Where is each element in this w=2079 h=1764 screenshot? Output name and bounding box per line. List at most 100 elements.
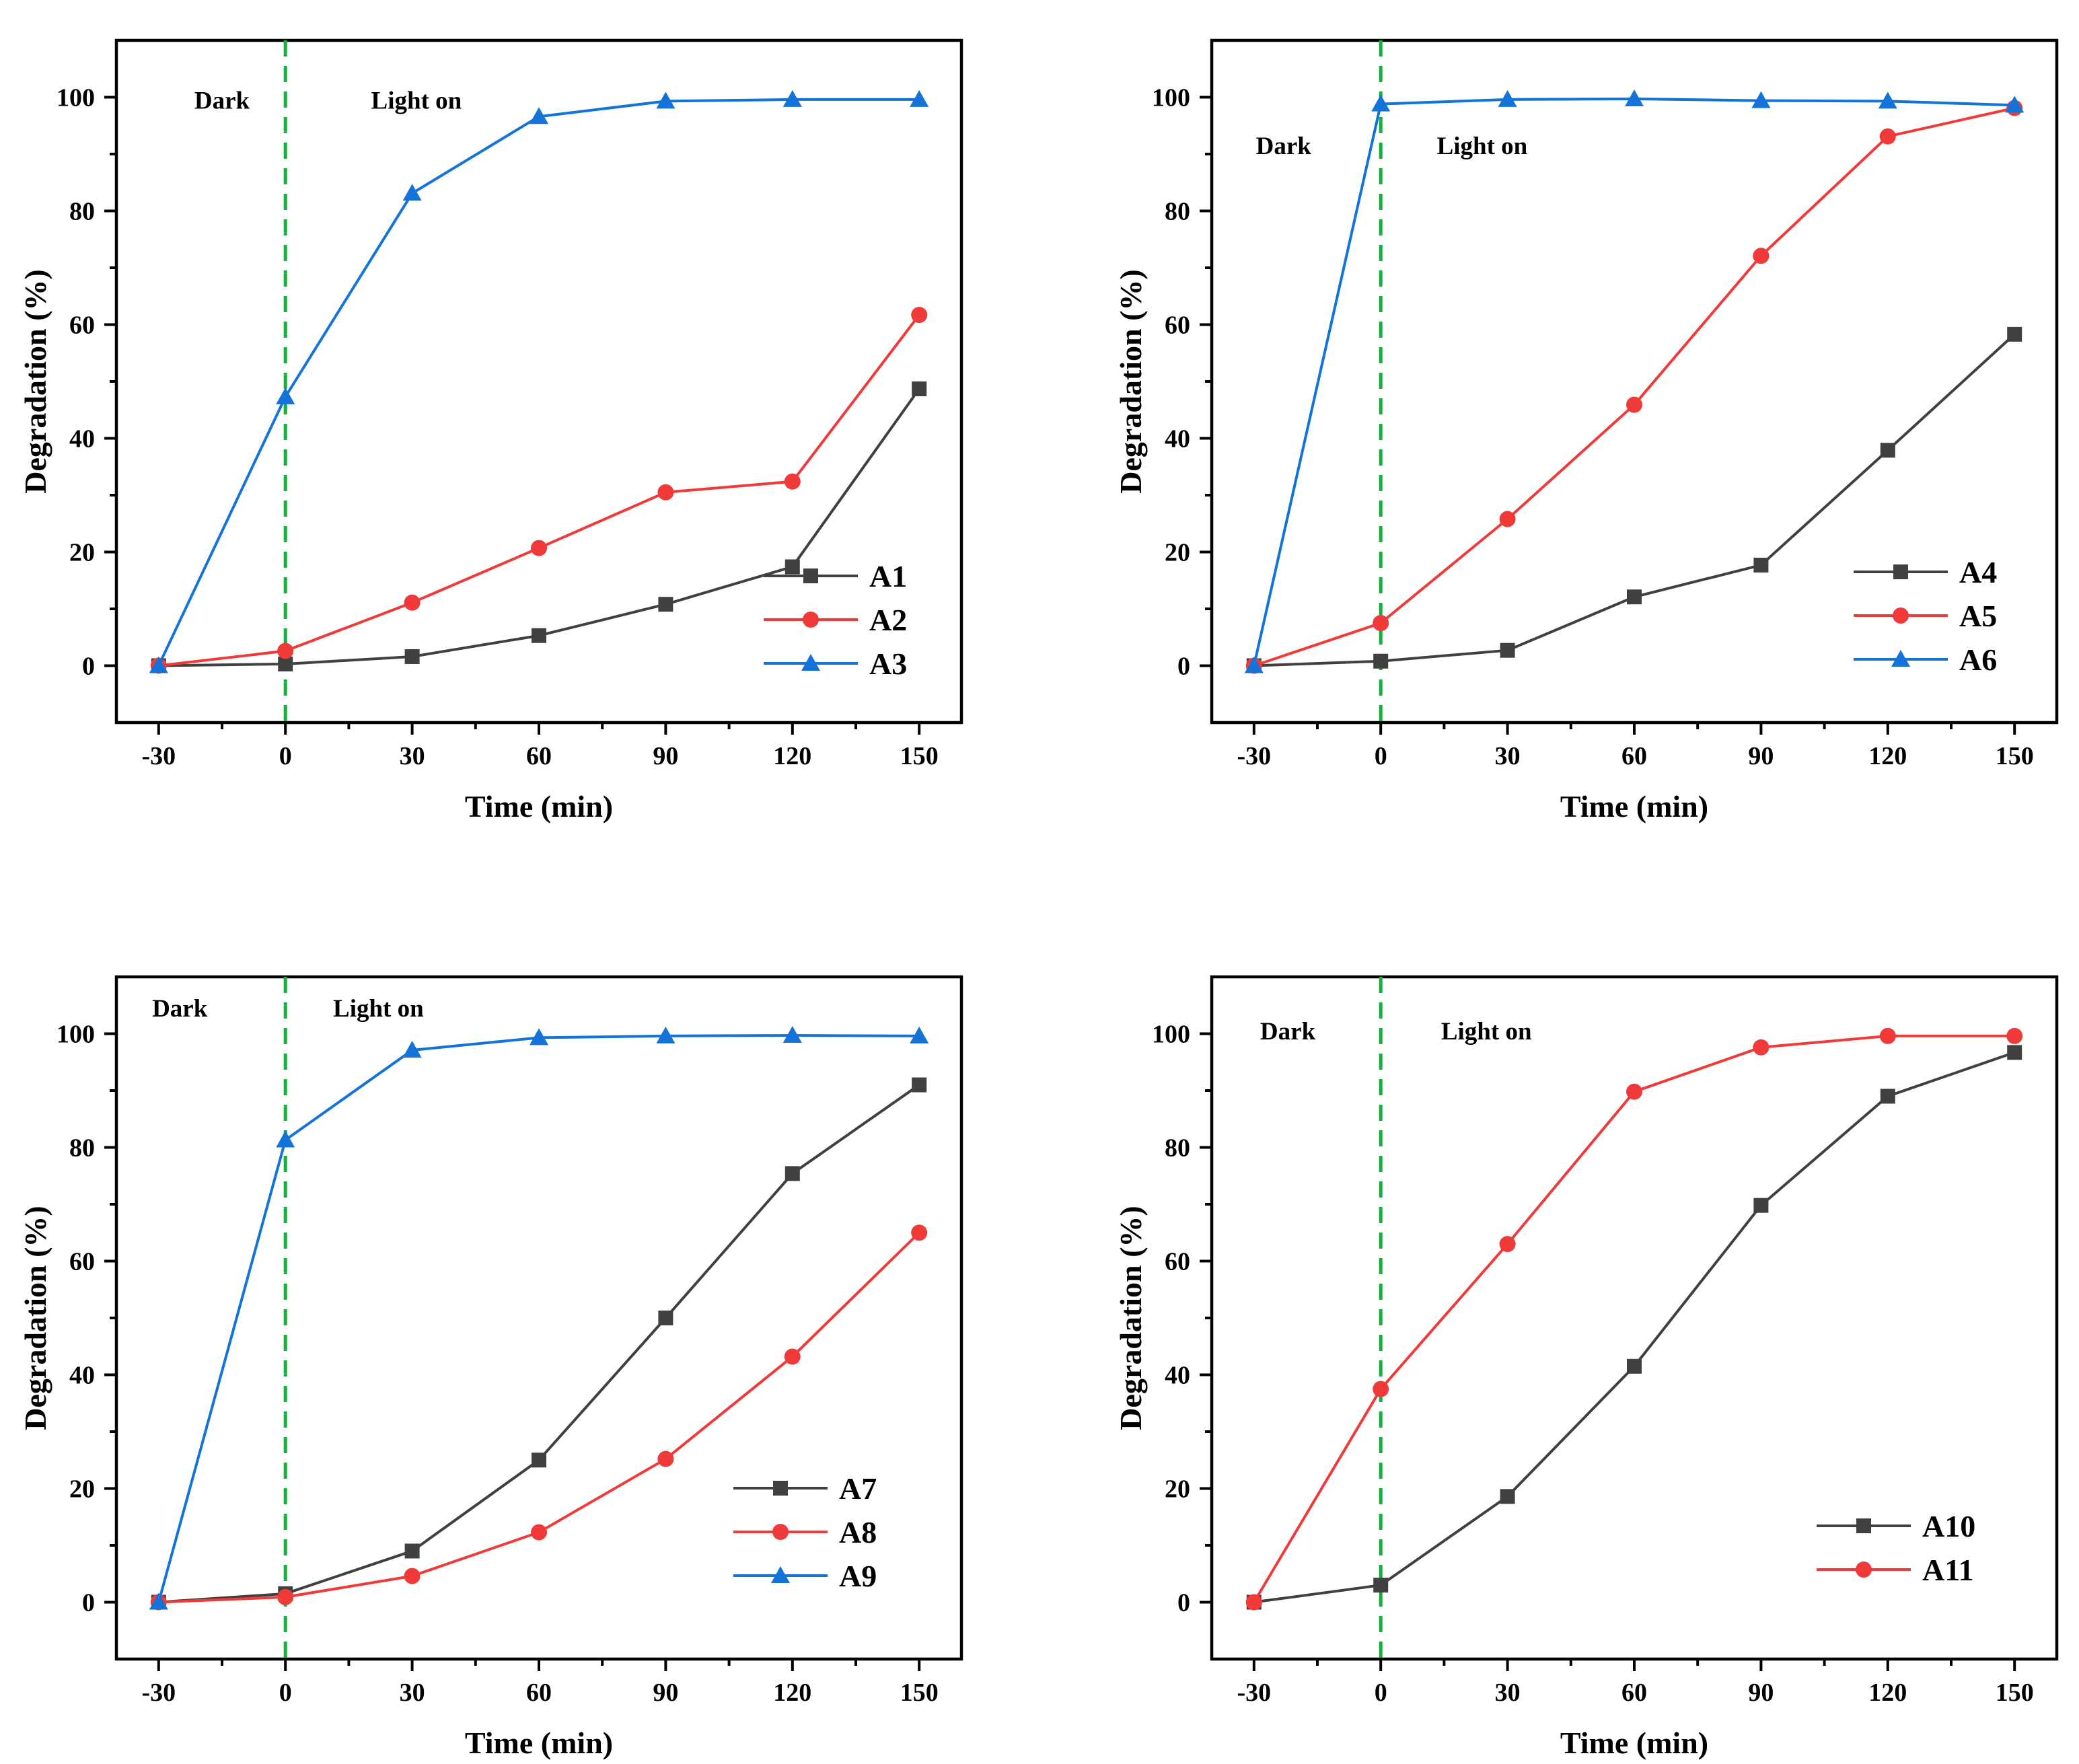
legend-marker-A8 bbox=[772, 1524, 789, 1540]
y-tick-label: 80 bbox=[1165, 198, 1190, 226]
data-point-A6 bbox=[1498, 89, 1517, 107]
data-point-A3 bbox=[656, 91, 676, 109]
y-axis-label: Degradation (%) bbox=[18, 269, 52, 493]
y-tick-label: 100 bbox=[1152, 84, 1190, 112]
data-point-A8 bbox=[784, 1348, 801, 1365]
x-tick-label: 150 bbox=[900, 1679, 939, 1707]
data-point-A6 bbox=[1244, 656, 1264, 673]
y-tick-label: 40 bbox=[69, 1362, 95, 1390]
data-point-A2 bbox=[404, 594, 421, 611]
data-point-A11 bbox=[2006, 1027, 2023, 1044]
y-tick-label: 100 bbox=[57, 1021, 95, 1049]
legend-label-A6: A6 bbox=[1959, 642, 1997, 677]
plot-frame bbox=[114, 975, 963, 1661]
data-point-A9 bbox=[276, 1130, 295, 1148]
y-axis-label: Degradation (%) bbox=[1114, 269, 1148, 493]
plot-frame bbox=[1210, 38, 2059, 725]
x-tick-label: 90 bbox=[653, 742, 678, 770]
dark-annotation: Dark bbox=[152, 995, 208, 1023]
data-point-A1 bbox=[658, 597, 673, 612]
data-point-A10 bbox=[1753, 1198, 1769, 1213]
x-tick-label: 90 bbox=[1748, 742, 1774, 770]
y-tick-label: 0 bbox=[82, 1589, 95, 1617]
data-point-A3 bbox=[910, 89, 929, 107]
data-point-A11 bbox=[1245, 1594, 1262, 1611]
data-point-A1 bbox=[532, 628, 546, 643]
series-line-A8 bbox=[158, 1231, 920, 1604]
x-tick-label: 0 bbox=[279, 742, 292, 770]
y-tick-label: 40 bbox=[1165, 425, 1190, 453]
data-point-A8 bbox=[657, 1450, 674, 1467]
dark-annotation: Dark bbox=[1260, 1018, 1316, 1045]
data-point-A1 bbox=[785, 559, 800, 575]
series-line-A2 bbox=[158, 314, 920, 667]
y-tick-label: 60 bbox=[1165, 1248, 1190, 1276]
series-line-A10 bbox=[1253, 1051, 2015, 1604]
data-point-A7 bbox=[785, 1166, 800, 1181]
y-axis-label: Degradation (%) bbox=[1114, 1206, 1148, 1430]
x-tick-label: 150 bbox=[900, 742, 939, 770]
data-point-A11 bbox=[1373, 1381, 1389, 1397]
x-tick-label: 0 bbox=[1375, 1679, 1387, 1707]
legend-marker-A11 bbox=[1856, 1561, 1872, 1578]
x-tick-label: 30 bbox=[1495, 1679, 1521, 1707]
data-point-A5 bbox=[1879, 128, 1896, 145]
data-point-A3 bbox=[149, 656, 168, 673]
series-A10 bbox=[1246, 1045, 2022, 1610]
data-point-A9 bbox=[530, 1028, 548, 1045]
series-line-A11 bbox=[1253, 1034, 2015, 1603]
data-point-A4 bbox=[2007, 326, 2022, 342]
data-point-A2 bbox=[784, 473, 801, 490]
data-point-A3 bbox=[276, 387, 295, 404]
y-tick-label: 20 bbox=[1165, 1475, 1190, 1504]
y-tick-label: 20 bbox=[69, 539, 95, 567]
data-point-A7 bbox=[532, 1453, 546, 1468]
x-tick-label: 120 bbox=[1868, 742, 1907, 770]
data-point-A3 bbox=[782, 89, 802, 107]
data-point-A7 bbox=[404, 1543, 420, 1559]
dark-annotation: Dark bbox=[1256, 133, 1312, 160]
x-tick-label: -30 bbox=[1237, 742, 1271, 770]
y-tick-label: 80 bbox=[1165, 1134, 1190, 1163]
legend-marker-A6 bbox=[1891, 650, 1910, 667]
series-A11 bbox=[1245, 1027, 2023, 1611]
data-point-A3 bbox=[402, 184, 422, 201]
legend-label-A10: A10 bbox=[1922, 1509, 1975, 1543]
series-line-A5 bbox=[1253, 106, 2015, 667]
series-A4 bbox=[1246, 326, 2022, 673]
data-point-A8 bbox=[277, 1588, 294, 1605]
chart-panel-1: -30 0 30 60 90 120 150 0 20 40 60 80 100 Time (min) De… bbox=[18, 38, 963, 823]
light-on-annotation: Light on bbox=[1437, 133, 1528, 160]
data-point-A7 bbox=[658, 1311, 673, 1325]
legend-marker-A1 bbox=[803, 568, 818, 583]
data-point-A11 bbox=[1753, 1039, 1770, 1056]
data-point-A4 bbox=[1627, 589, 1642, 605]
data-point-A9 bbox=[656, 1026, 676, 1043]
series-line-A6 bbox=[1252, 98, 2015, 666]
data-point-A3 bbox=[530, 107, 548, 124]
x-tick-label: 60 bbox=[526, 1679, 552, 1707]
legend-marker-A5 bbox=[1893, 608, 1909, 624]
data-point-A9 bbox=[149, 1592, 168, 1610]
x-axis-label: Time (min) bbox=[1560, 789, 1708, 823]
legend-label-A8: A8 bbox=[839, 1515, 877, 1549]
y-tick-label: 40 bbox=[69, 425, 95, 453]
data-point-A6 bbox=[1751, 91, 1771, 108]
chart-panel-4: -30 0 30 60 90 120 150 0 20 40 60 80 100 Time (min) De… bbox=[1114, 975, 2059, 1760]
x-tick-label: -30 bbox=[141, 742, 176, 770]
y-axis-label: Degradation (%) bbox=[18, 1206, 52, 1430]
legend-marker-A2 bbox=[803, 612, 819, 628]
data-point-A1 bbox=[912, 381, 927, 396]
series-A9 bbox=[149, 1026, 929, 1610]
x-tick-label: 30 bbox=[1495, 742, 1521, 770]
legend-marker-A3 bbox=[801, 654, 820, 671]
data-point-A11 bbox=[1499, 1236, 1516, 1253]
y-tick-label: 0 bbox=[1177, 1589, 1190, 1617]
data-point-A2 bbox=[277, 642, 294, 659]
y-tick-label: 100 bbox=[57, 84, 95, 112]
legend-marker-A4 bbox=[1893, 564, 1908, 579]
legend: A7 A8 A9 bbox=[733, 1471, 877, 1593]
legend-label-A2: A2 bbox=[869, 603, 907, 637]
